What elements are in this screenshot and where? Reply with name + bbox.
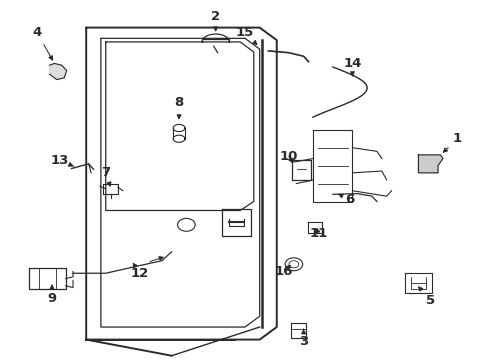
Text: 4: 4 bbox=[33, 27, 52, 60]
Text: 6: 6 bbox=[339, 193, 355, 206]
Text: 9: 9 bbox=[48, 285, 56, 305]
Text: 13: 13 bbox=[50, 154, 74, 167]
Text: 12: 12 bbox=[131, 264, 149, 280]
Text: 1: 1 bbox=[443, 132, 462, 152]
Text: 8: 8 bbox=[174, 96, 184, 119]
Text: 14: 14 bbox=[343, 57, 362, 76]
Polygon shape bbox=[49, 63, 67, 80]
Text: 3: 3 bbox=[299, 329, 308, 348]
Text: 15: 15 bbox=[236, 27, 257, 45]
Polygon shape bbox=[418, 155, 443, 173]
Text: 7: 7 bbox=[101, 166, 111, 186]
Text: 5: 5 bbox=[418, 287, 435, 307]
Text: 16: 16 bbox=[275, 265, 294, 278]
Text: 10: 10 bbox=[280, 150, 298, 163]
Text: 11: 11 bbox=[309, 227, 327, 240]
Text: 2: 2 bbox=[211, 10, 220, 31]
